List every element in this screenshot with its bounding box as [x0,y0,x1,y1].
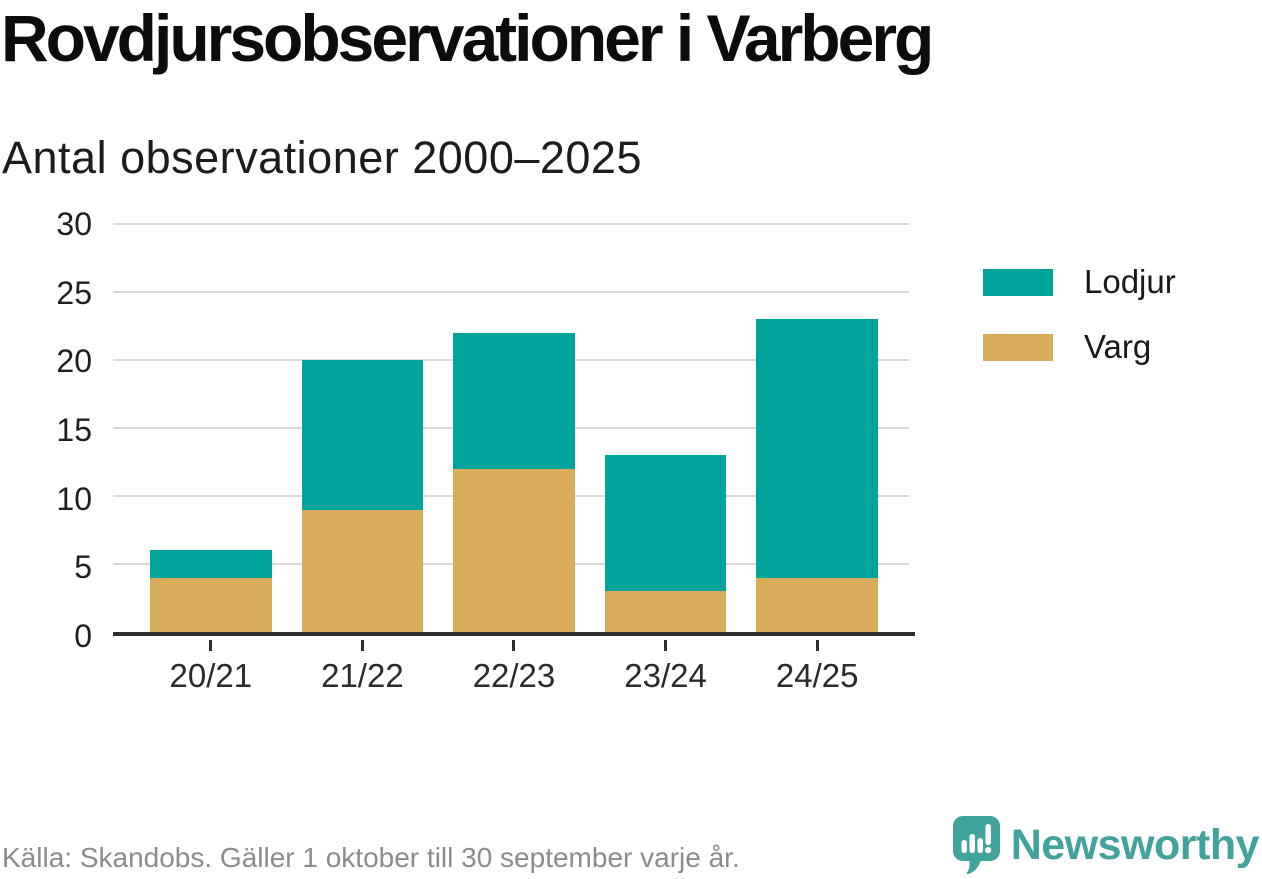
gridline [113,291,909,293]
bar-20-21 [150,224,272,632]
newsworthy-logo-icon [952,816,1000,875]
newsworthy-brand: Newsworthy [952,815,1260,875]
legend-item-varg: Varg [983,328,1176,366]
x-tick-label: 22/23 [472,657,556,694]
x-tick-cell: 22/23 [453,640,575,695]
x-axis: 20/21 21/22 22/23 23/24 24/25 [113,640,915,695]
x-tick-cell: 24/25 [756,640,878,695]
brand-name: Newsworthy [1010,820,1260,869]
x-tick-label: 23/24 [624,657,707,694]
y-axis-labels: 0 5 10 15 20 25 30 [0,208,92,652]
bars [113,224,915,632]
bar-segment-lodjur [301,360,424,510]
bar-22-23 [453,224,575,632]
bar-segment-lodjur [756,319,878,578]
x-tick-cell: 21/22 [302,640,424,695]
x-tick-cell: 20/21 [150,640,272,695]
y-tick-label: 5 [74,549,92,586]
x-tick-label: 21/22 [321,657,404,694]
x-tick [512,640,516,651]
bar-segment-lodjur [453,332,575,469]
x-tick [815,640,819,651]
y-tick-label: 15 [56,412,92,448]
bar-segment-varg [150,577,272,632]
y-tick-label: 0 [74,618,92,654]
y-tick-label: 10 [56,480,92,517]
y-tick-label: 30 [56,206,92,242]
legend-swatch [983,333,1053,361]
gridline [113,223,909,225]
x-tick-label: 20/21 [169,657,253,694]
y-tick-label: 25 [56,274,92,311]
bar-segment-varg [756,577,878,632]
bar-23-24 [604,224,727,632]
stacked-bar-chart [113,223,915,636]
legend-label: Varg [1084,328,1152,365]
legend-label: Lodjur [1084,263,1176,300]
x-tick [664,640,668,651]
legend-swatch [983,268,1053,296]
bar-segment-lodjur [604,455,727,592]
x-tick-label: 24/25 [775,657,859,694]
bar-24-25 [756,224,878,632]
chart-title: Rovdjursobservationer i Varberg [1,1,934,75]
bar-segment-varg [301,509,424,632]
legend: Lodjur Varg [983,263,1176,393]
x-tick-cell: 23/24 [605,640,727,695]
x-tick [209,640,213,651]
y-tick-label: 20 [56,343,92,380]
legend-item-lodjur: Lodjur [983,263,1176,301]
bar-segment-varg [453,468,575,632]
x-tick [360,640,364,651]
bar-21-22 [301,224,424,632]
bar-segment-varg [604,591,727,632]
chart-subtitle: Antal observationer 2000–2025 [2,132,642,183]
bar-segment-lodjur [150,550,272,578]
source-note: Källa: Skandobs. Gäller 1 oktober till 3… [2,842,740,873]
